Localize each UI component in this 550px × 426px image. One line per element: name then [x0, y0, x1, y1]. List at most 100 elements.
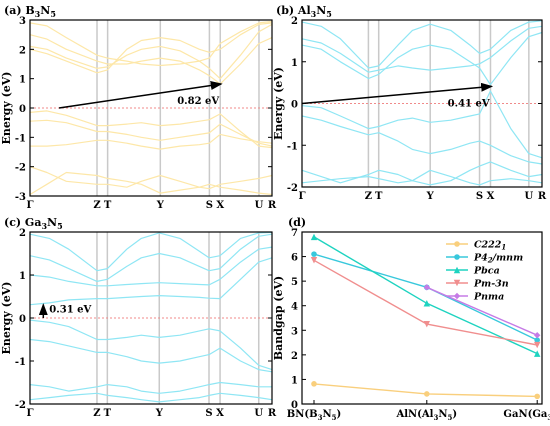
kpoint-label: Y	[426, 191, 435, 202]
kpoint-label: U	[255, 200, 264, 211]
band-line-8	[29, 20, 273, 67]
y-axis-label: Energy (eV)	[272, 67, 285, 140]
band-line-6	[29, 23, 273, 80]
band-line-7	[29, 34, 273, 85]
band-line-7	[29, 231, 273, 272]
legend-name: P4	[473, 253, 488, 264]
legend-name: Pnma	[473, 292, 504, 303]
data-point	[424, 391, 430, 397]
category-mid: N	[438, 409, 447, 420]
band-panel-0: (a) B3N5 -3 -2 -1 0 1 2 3 Energy (eV) Γ Z T Y S X U R 0.8…	[0, 4, 277, 211]
data-point	[311, 381, 317, 387]
y-tick-label: -2	[287, 183, 298, 194]
formula-main: N	[40, 4, 50, 17]
data-point	[423, 284, 430, 291]
series-line	[426, 286, 538, 336]
category-sub: 3	[318, 413, 323, 422]
band-line-1	[29, 381, 272, 394]
legend-label: Pnma	[473, 292, 504, 303]
category-sub: 5	[332, 413, 337, 422]
formula-main: N	[316, 4, 326, 17]
legend-tail: /mnm	[492, 253, 523, 264]
kpoint-label: Z	[93, 200, 100, 211]
band-line-1	[301, 161, 543, 186]
band-line-5	[301, 25, 543, 73]
kpoint-label: T	[375, 191, 383, 202]
panel-label: (d)	[288, 216, 306, 229]
category-label: AlN(Al3N5)	[395, 409, 457, 422]
kpoint-label: S	[206, 200, 213, 211]
y-tick-label: 3	[19, 16, 26, 27]
y-tick-label: -3	[15, 192, 26, 203]
kpoint-label: X	[216, 200, 224, 211]
data-point	[454, 241, 460, 247]
series-3	[310, 257, 541, 349]
panel-label: (a) B3N5	[4, 4, 56, 19]
gap-arrow	[58, 81, 223, 109]
category-main: BN(B	[287, 409, 318, 420]
data-point	[423, 320, 430, 328]
legend-label: C2221	[474, 240, 506, 252]
band-line-3	[29, 119, 273, 147]
band-line-1	[29, 166, 273, 190]
category-sub: 3	[547, 413, 550, 422]
formula-sub: 3	[311, 9, 317, 19]
category-label: GaN(Ga3N5)	[503, 409, 550, 422]
series-2	[310, 233, 541, 357]
data-point	[534, 393, 540, 400]
band-line-4	[29, 257, 273, 306]
kpoint-label: Γ	[26, 408, 33, 419]
y-tick-label: 3	[291, 326, 298, 337]
kpoint-label: T	[104, 200, 112, 211]
y-tick-label: 0	[19, 104, 26, 115]
band-line-2	[301, 115, 543, 165]
data-point	[534, 341, 541, 349]
band-line-6	[29, 233, 273, 282]
series-1	[311, 251, 540, 343]
data-point	[454, 254, 460, 260]
data-point	[453, 292, 461, 300]
gap-label: 0.31 eV	[49, 305, 91, 316]
category-label: BN(B3N5)	[287, 409, 341, 422]
legend-label: Pm-3n	[473, 279, 509, 290]
gap-label: 0.82 eV	[177, 96, 219, 107]
band-line-3	[301, 90, 543, 159]
y-tick-label: 2	[19, 45, 26, 56]
kpoint-label: Y	[155, 408, 164, 419]
data-point	[310, 233, 318, 241]
formula-sub: 5	[57, 221, 63, 231]
kpoint-label: R	[268, 408, 277, 419]
kpoint-label: Γ	[298, 191, 305, 202]
gap-arrow	[301, 82, 494, 105]
band-line-4	[301, 31, 543, 86]
data-point	[453, 266, 461, 274]
y-tick-label: 1	[291, 375, 298, 386]
y-tick-label: -2	[15, 400, 26, 411]
y-tick-label: -1	[287, 141, 298, 152]
category-main: AlN(Al	[395, 409, 433, 420]
data-point	[534, 337, 540, 343]
band-line-0	[301, 169, 543, 186]
y-tick-label: 1	[19, 75, 26, 86]
legend-name: C222	[474, 240, 502, 251]
kpoint-label: X	[487, 191, 495, 202]
category-main: GaN(Ga	[503, 409, 547, 420]
y-tick-label: 2	[291, 16, 298, 27]
kpoint-label: R	[268, 200, 277, 211]
data-point	[310, 257, 318, 264]
y-tick-label: 0	[291, 100, 298, 111]
band-line-0	[29, 171, 273, 196]
category-end: )	[452, 409, 457, 420]
kpoint-label: Γ	[26, 200, 33, 211]
formula-sub: 5	[326, 9, 332, 19]
series-4	[423, 284, 541, 339]
band-line-3	[29, 319, 273, 371]
band-line-5	[29, 22, 273, 74]
band-panel-1: (b) Al3N5 -2 -1 0 1 2 Energy (eV) Γ Z T Y S X U R 0.41 …	[272, 4, 547, 202]
band-line-0	[29, 392, 273, 403]
y-tick-label: 5	[291, 277, 298, 288]
kpoint-label: R	[538, 191, 547, 202]
formula-sub: 3	[35, 9, 41, 19]
